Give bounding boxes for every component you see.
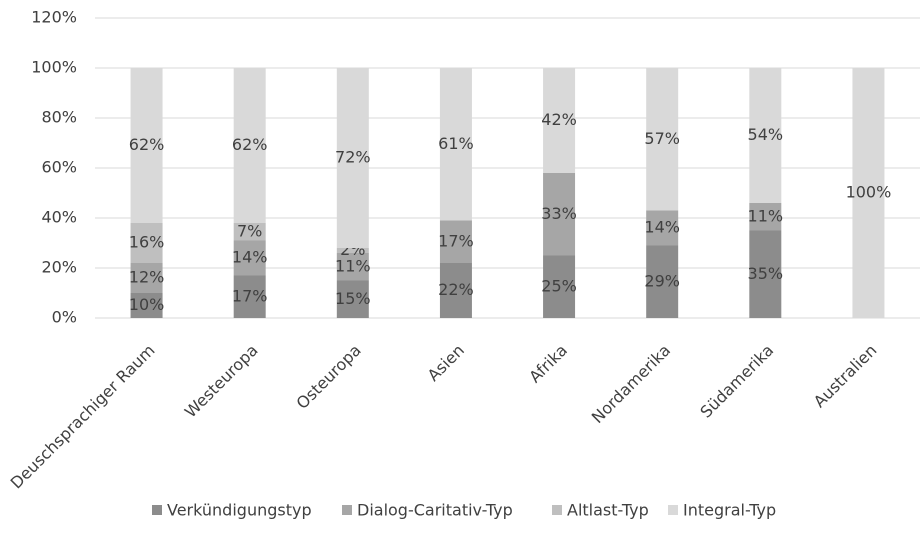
- x-tick-label: Afrika: [525, 341, 571, 387]
- data-label: 33%: [541, 204, 577, 223]
- y-tick-label: 0%: [52, 308, 77, 327]
- bar-segment: [233, 275, 266, 318]
- legend-label: Altlast-Typ: [567, 501, 649, 520]
- data-label: 100%: [846, 183, 892, 202]
- data-label: 16%: [129, 233, 165, 252]
- x-tick-label: Westeuropa: [181, 341, 262, 422]
- bar-segment: [439, 68, 472, 221]
- y-tick-label: 120%: [31, 8, 77, 27]
- bar-segment: [749, 230, 782, 318]
- bar-segment: [233, 223, 266, 241]
- legend-swatch: [552, 505, 562, 515]
- y-tick-label: 40%: [41, 208, 77, 227]
- data-label: 25%: [541, 276, 577, 295]
- data-label: 22%: [438, 280, 474, 299]
- x-tick-label: Nordamerika: [588, 341, 674, 427]
- data-label: 35%: [748, 264, 784, 283]
- legend-label: Verkündigungstyp: [167, 501, 312, 520]
- data-label: 10%: [129, 295, 165, 314]
- bar-segment: [852, 68, 885, 318]
- bar-segment: [749, 203, 782, 231]
- bar-segment: [130, 293, 163, 318]
- data-label: 11%: [748, 206, 784, 225]
- x-tick-label: Deuschsprachiger Raum: [7, 341, 159, 493]
- bar-segment: [543, 173, 576, 256]
- data-label: 72%: [335, 148, 371, 167]
- data-label: 42%: [541, 110, 577, 129]
- data-label: 62%: [232, 135, 268, 154]
- data-label: 15%: [335, 289, 371, 308]
- bar-segment: [646, 68, 679, 211]
- bar-segment: [336, 253, 369, 281]
- x-tick-label: Osteuropa: [293, 341, 365, 413]
- bar-segment: [439, 220, 472, 263]
- data-label: 7%: [237, 221, 262, 240]
- x-tick-label: Südamerika: [696, 341, 777, 422]
- data-label: 57%: [644, 129, 680, 148]
- data-label: 61%: [438, 134, 474, 153]
- data-label: 29%: [644, 271, 680, 290]
- bar-segment: [336, 280, 369, 318]
- bar-segment: [749, 68, 782, 203]
- bar-segment: [130, 263, 163, 293]
- bar-segment: [543, 255, 576, 318]
- bar-segment: [439, 263, 472, 318]
- bar-segment: [130, 68, 163, 223]
- bar-segment: [543, 68, 576, 173]
- bar-segment: [336, 68, 369, 248]
- bar-segment: [336, 248, 369, 253]
- x-tick-label: Australien: [810, 341, 881, 412]
- legend-swatch: [342, 505, 352, 515]
- bar-segment: [233, 68, 266, 223]
- bar-segment: [130, 223, 163, 263]
- bar-segment: [646, 210, 679, 246]
- bar-segment: [646, 245, 679, 318]
- y-tick-label: 60%: [41, 158, 77, 177]
- y-tick-label: 80%: [41, 108, 77, 127]
- legend-swatch: [668, 505, 678, 515]
- data-label: 14%: [232, 248, 268, 267]
- bar-segment: [233, 240, 266, 276]
- data-label: 17%: [232, 286, 268, 305]
- legend-label: Dialog-Caritativ-Typ: [357, 501, 513, 520]
- data-label: 11%: [335, 256, 371, 275]
- data-label: 14%: [644, 218, 680, 237]
- x-tick-label: Asien: [424, 341, 468, 385]
- data-label: 62%: [129, 135, 165, 154]
- data-label: 17%: [438, 231, 474, 250]
- y-tick-label: 100%: [31, 58, 77, 77]
- data-label: 54%: [748, 125, 784, 144]
- data-label: 12%: [129, 268, 165, 287]
- legend-swatch: [152, 505, 162, 515]
- y-tick-label: 20%: [41, 258, 77, 277]
- legend-label: Integral-Typ: [683, 501, 776, 520]
